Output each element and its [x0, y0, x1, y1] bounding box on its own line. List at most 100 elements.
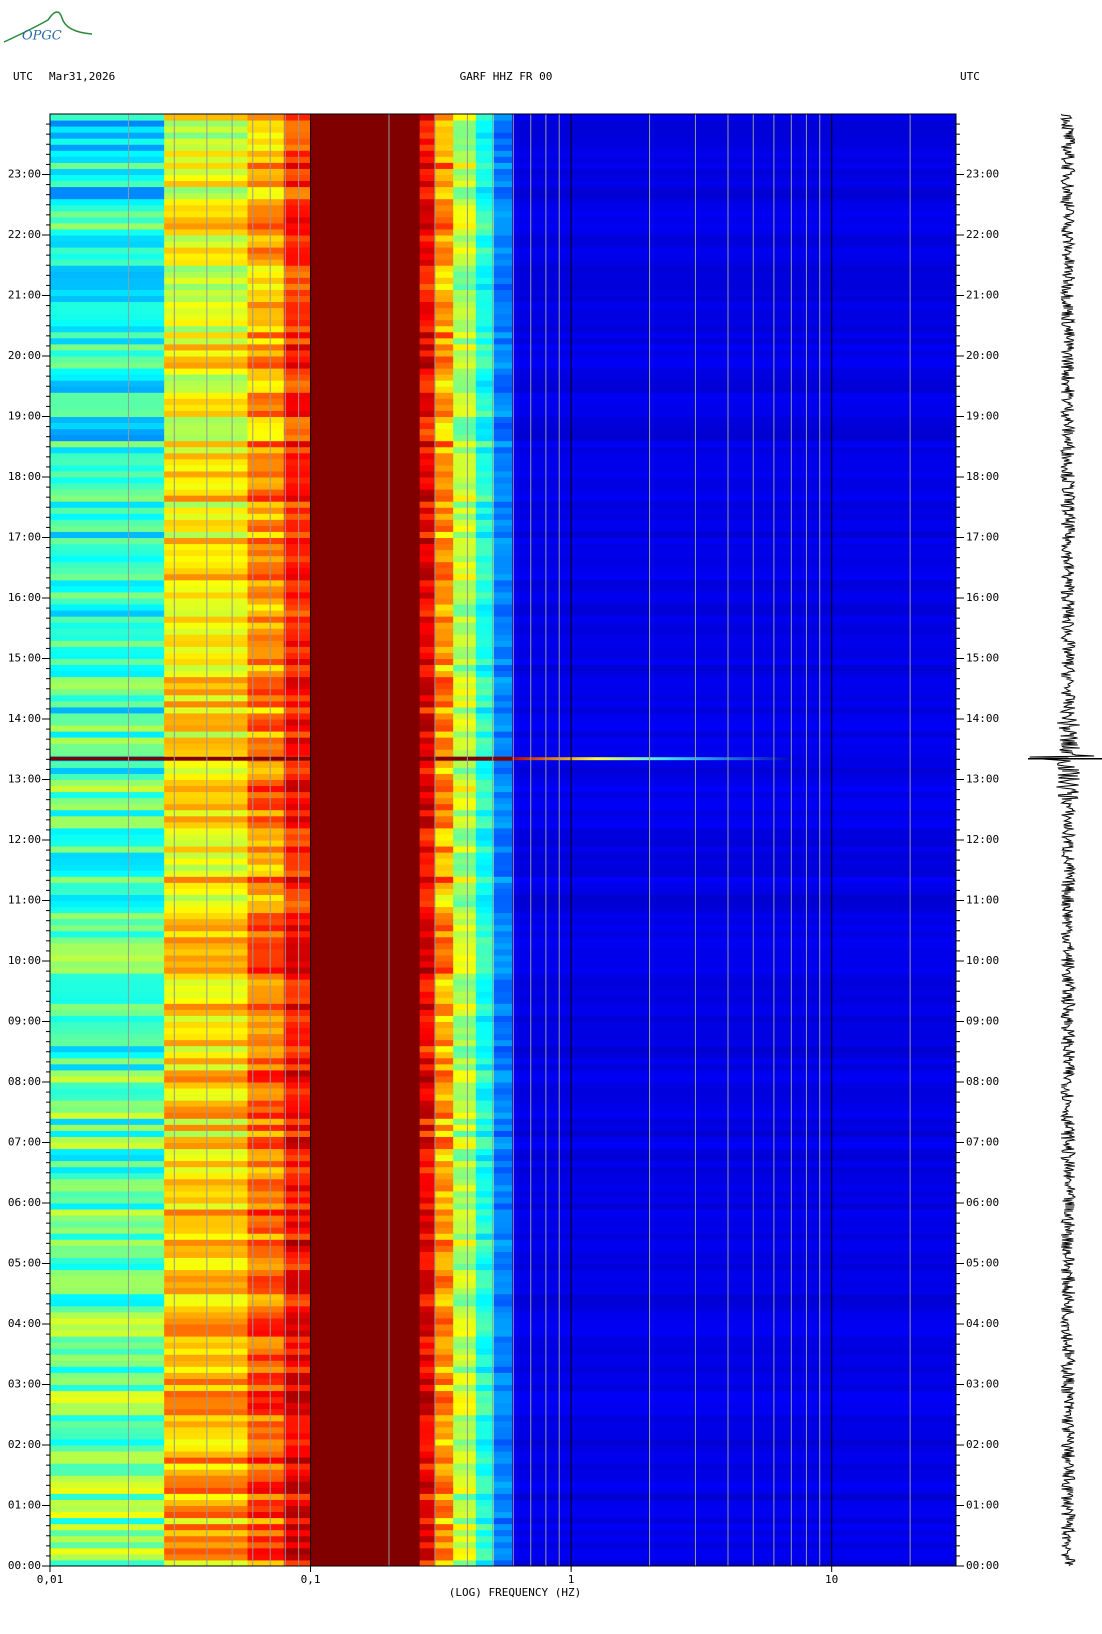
spectrogram-cell — [50, 470, 165, 478]
spectrogram-cell — [493, 168, 513, 175]
spectrogram-cell — [247, 277, 285, 284]
spectrogram-cell — [512, 1354, 957, 1361]
spectrogram-cell — [435, 1493, 454, 1500]
spectrogram-cell — [50, 210, 165, 218]
spectrogram-cell — [493, 259, 513, 266]
spectrogram-cell — [435, 821, 454, 829]
spectrogram-cell — [310, 1372, 421, 1379]
spectrogram-cell — [310, 973, 421, 980]
spectrogram-cell — [453, 1039, 477, 1047]
spectrogram-cell — [164, 1366, 249, 1373]
spectrogram-cell — [435, 1445, 454, 1452]
spectrogram-cell — [310, 561, 421, 569]
spectrogram-cell — [453, 241, 477, 248]
spectrogram-cell — [475, 362, 495, 369]
spectrogram-cell — [435, 930, 454, 938]
spectrogram-cell — [475, 797, 495, 805]
spectrogram-cell — [247, 343, 285, 351]
spectrogram-cell — [435, 1420, 454, 1428]
spectrogram-cell — [435, 900, 454, 908]
spectrogram-cell — [493, 398, 513, 405]
spectrogram-cell — [435, 307, 454, 315]
spectrogram-cell — [453, 1263, 477, 1271]
spectrogram-cell — [247, 1354, 285, 1361]
spectrogram-cell — [247, 1451, 285, 1458]
spectrogram-cell — [512, 1100, 957, 1107]
spectrogram-cell — [493, 132, 513, 139]
spectrogram-cell — [493, 803, 513, 811]
spectrogram-cell — [247, 1196, 285, 1204]
spectrogram-cell — [247, 1227, 285, 1234]
spectrogram-cell — [475, 888, 495, 895]
spectrogram-cell — [475, 858, 495, 865]
spectrogram-cell — [493, 1118, 513, 1125]
spectrogram-cell — [493, 737, 513, 744]
spectrogram-cell — [283, 979, 311, 986]
spectrogram-cell — [247, 1118, 285, 1125]
spectrogram-cell — [435, 1184, 454, 1192]
spectrogram-cell — [50, 1438, 165, 1446]
spectrogram-cell — [512, 797, 957, 805]
spectrogram-cell — [453, 1481, 477, 1488]
spectrogram-cell — [512, 973, 957, 980]
spectrogram-cell — [164, 991, 249, 998]
spectrogram-cell — [310, 362, 421, 369]
spectrogram-cell — [493, 1463, 513, 1470]
spectrogram-cell — [512, 1027, 957, 1035]
spectrogram-cell — [475, 1426, 495, 1434]
spectrogram-cell — [247, 1336, 285, 1343]
spectrogram-cell — [50, 1445, 165, 1452]
spectrogram-cell — [310, 434, 421, 442]
spectrogram-cell — [453, 204, 477, 212]
spectrogram-cell — [435, 549, 454, 557]
spectrogram-cell — [310, 186, 421, 194]
spectrogram-cell — [453, 725, 477, 732]
spectrogram-cell — [247, 1445, 285, 1452]
spectrogram-cell — [247, 1402, 285, 1410]
spectrogram-cell — [475, 368, 495, 375]
spectrogram-cell — [435, 1396, 454, 1404]
spectrogram-cell — [50, 840, 165, 847]
seismogram — [1029, 113, 1095, 1567]
spectrogram-cell — [50, 1106, 165, 1113]
spectrogram-cell — [512, 132, 957, 139]
spectrogram-cell — [247, 924, 285, 932]
spectrogram-cell — [435, 404, 454, 411]
spectrogram-cell — [493, 1293, 513, 1301]
spectrogram-cell — [475, 1457, 495, 1464]
spectrogram-cell — [283, 1330, 311, 1337]
spectrogram-cell — [453, 900, 477, 908]
spectrogram-cell — [493, 888, 513, 895]
spectrogram-cell — [512, 452, 957, 460]
spectrogram-cell — [247, 712, 285, 720]
spectrogram-cell — [475, 1281, 495, 1289]
spectrogram-cell — [435, 392, 454, 399]
spectrogram-cell — [512, 1130, 957, 1137]
spectrogram-cell — [310, 1408, 421, 1416]
spectrogram-cell — [512, 543, 957, 551]
spectrogram-cell — [419, 331, 436, 339]
spectrogram-cell — [419, 1257, 436, 1264]
spectrogram-cell — [475, 567, 495, 575]
spectrogram-cell — [435, 1166, 454, 1174]
spectrogram-cell — [475, 1553, 495, 1561]
spectrogram-cell — [164, 428, 249, 436]
spectrogram-cell — [419, 362, 436, 369]
spectrogram-cell — [453, 1366, 477, 1373]
spectrogram-cell — [164, 1190, 249, 1198]
spectrogram-cell — [50, 918, 165, 926]
spectrogram-cell — [50, 1112, 165, 1119]
spectrogram-cell — [512, 301, 957, 309]
spectrogram-cell — [475, 1196, 495, 1204]
spectrogram-cell — [283, 785, 311, 793]
spectrogram-cell — [283, 114, 311, 121]
spectrogram-cell — [512, 259, 957, 266]
spectrogram-cell — [247, 477, 285, 484]
spectrogram-cell — [310, 1445, 421, 1452]
spectrogram-cell — [283, 936, 311, 944]
spectrogram-cell — [512, 803, 957, 811]
spectrogram-cell — [310, 1432, 421, 1440]
spectrogram-cell — [164, 815, 249, 823]
y-tick-label: 01:00 — [8, 1499, 41, 1512]
spectrogram-cell — [310, 168, 421, 175]
